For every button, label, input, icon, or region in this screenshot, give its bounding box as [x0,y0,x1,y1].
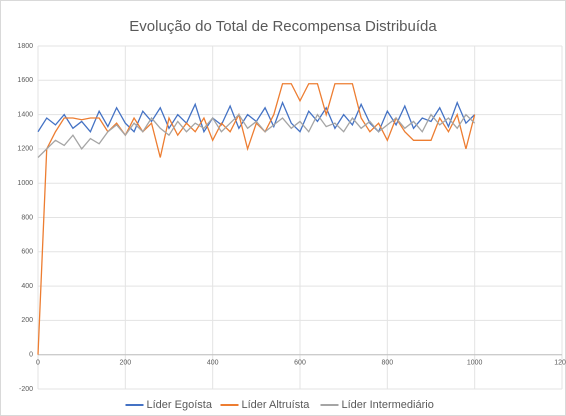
y-tick-label: 600 [21,249,33,256]
legend-label: Líder Intermediário [342,399,434,411]
y-tick-label: 1200 [17,146,33,153]
legend-label: Líder Egoísta [147,399,213,411]
x-tick-label: 600 [294,360,306,367]
x-tick-label: 1200 [554,360,566,367]
y-tick-label: 0 [29,352,33,359]
chart-title: Evolução do Total de Recompensa Distribu… [129,18,437,35]
x-tick-label: 0 [36,360,40,367]
x-tick-label: 1000 [467,360,483,367]
x-tick-label: 200 [119,360,131,367]
y-tick-label: 1400 [17,111,33,118]
y-tick-label: 800 [21,214,33,221]
y-tick-label: 1600 [17,77,33,84]
y-tick-label: 200 [21,317,33,324]
x-tick-label: 400 [207,360,219,367]
legend-label: Líder Altruísta [242,399,311,411]
y-tick-label: 1800 [17,43,33,50]
x-tick-label: 800 [381,360,393,367]
series-line [37,113,476,158]
y-tick-label: 1000 [17,180,33,187]
y-tick-label: -200 [19,386,33,393]
y-tick-label: 400 [21,283,33,290]
